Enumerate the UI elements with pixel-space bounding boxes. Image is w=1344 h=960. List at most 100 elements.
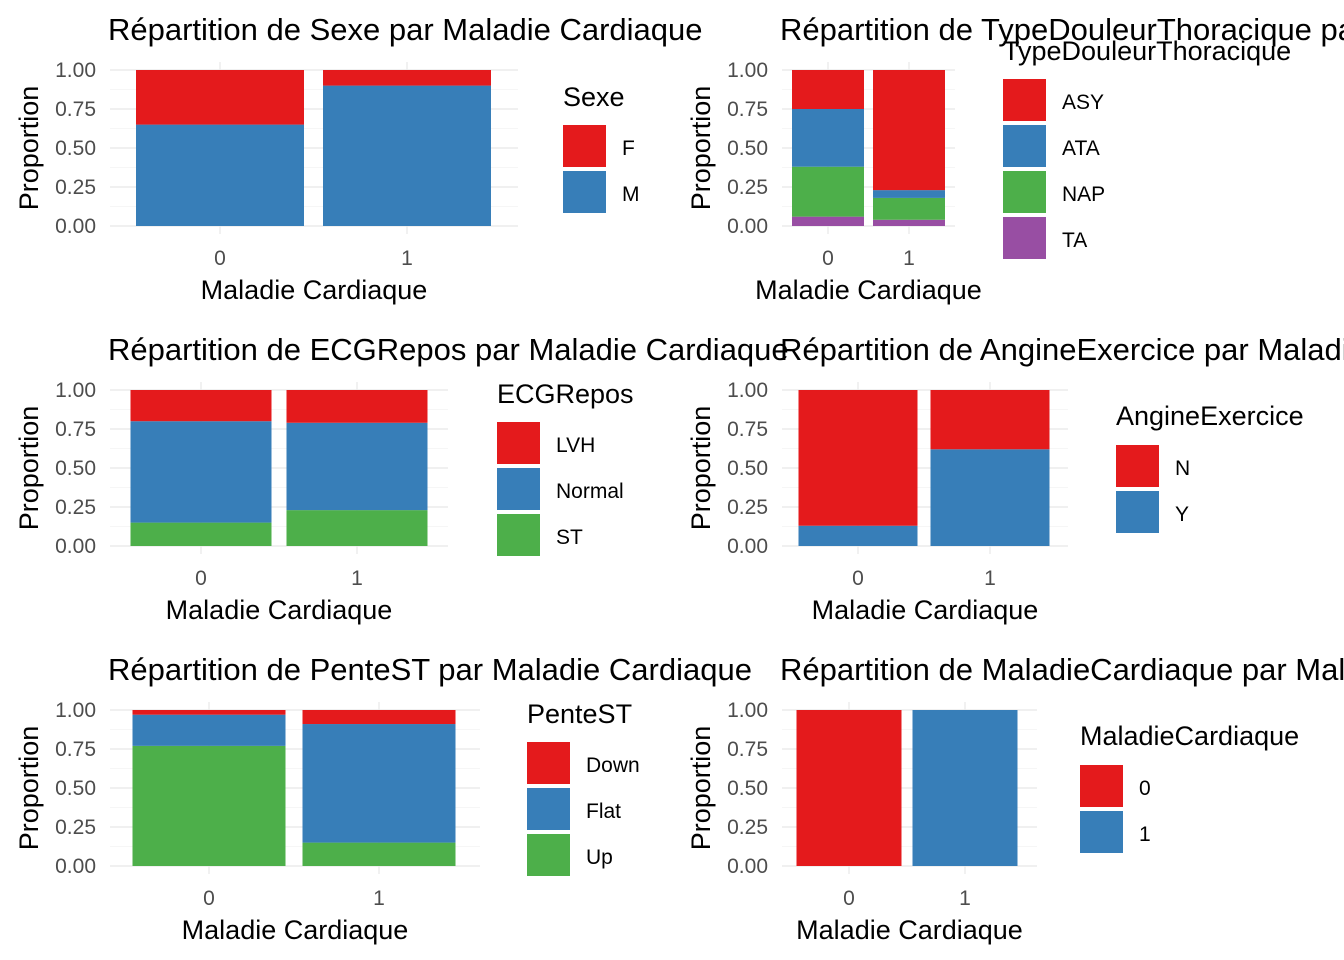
bar-segment-n-cat-1 — [930, 390, 1050, 450]
legend-label: N — [1175, 457, 1190, 480]
legend-label: F — [622, 137, 635, 160]
bar-segment-ata-cat-1 — [873, 190, 945, 198]
legend: Sexe FM — [563, 82, 640, 213]
bar-segment-normal-cat-1 — [286, 422, 428, 511]
bar-segment-m-cat-0 — [136, 124, 304, 226]
legend-label: ATA — [1062, 137, 1100, 160]
bar-segment-down-cat-0 — [132, 710, 286, 715]
bar-segment-y-cat-1 — [930, 449, 1050, 546]
y-tick-label: 0.75 — [55, 418, 96, 441]
legend-label: Flat — [586, 800, 621, 823]
bar-segment-f-cat-1 — [323, 70, 491, 86]
legend-key-normal — [497, 468, 540, 510]
legend-key-n — [1116, 445, 1159, 487]
legend: ECGRepos LVH Normal ST — [497, 379, 634, 556]
chart-panel-3: 0.00 0.25 0.50 0.75 1.00 0 1 Maladie Cardiaque P… — [14, 332, 789, 625]
legend-label: Y — [1175, 503, 1189, 526]
legend-label: TA — [1062, 229, 1087, 252]
x-tick-label: 1 — [373, 887, 385, 910]
chart-title: Répartition de PenteST par Maladie Cardi… — [108, 652, 752, 687]
y-tick-label: 0.75 — [727, 98, 768, 121]
bar-segment-normal-cat-0 — [130, 421, 272, 523]
bar-segment-0-cat-0 — [796, 710, 902, 866]
bar-segment-ta-cat-1 — [873, 219, 945, 226]
chart-panel-2: 0.00 0.25 0.50 0.75 1.00 0 1 Maladie Cardiaque P… — [686, 12, 1344, 305]
bar-segment-m-cat-1 — [323, 85, 491, 226]
legend: MaladieCardiaque 0 1 — [1080, 721, 1299, 853]
bar-segment-asy-cat-1 — [873, 70, 945, 191]
legend-key-flat — [527, 788, 570, 830]
legend-key-m — [563, 171, 606, 213]
y-tick-label: 0.50 — [55, 777, 96, 800]
bar-segment-lvh-cat-1 — [286, 390, 428, 423]
bar-segment-flat-cat-0 — [132, 714, 286, 746]
y-axis-title: Proportion — [14, 726, 44, 851]
x-tick-label: 1 — [351, 567, 363, 590]
x-tick-label: 1 — [959, 887, 971, 910]
x-axis-title: Maladie Cardiaque — [812, 595, 1039, 625]
legend-title: TypeDouleurThoracique — [1003, 36, 1291, 66]
chart-panel-5: 0.00 0.25 0.50 0.75 1.00 0 1 Maladie Cardiaque P… — [14, 652, 752, 945]
y-tick-label: 1.00 — [55, 379, 96, 402]
bar-segment-ata-cat-0 — [792, 109, 864, 167]
legend-title: MaladieCardiaque — [1080, 721, 1299, 751]
x-axis-title: Maladie Cardiaque — [755, 275, 982, 305]
legend-label: 1 — [1139, 823, 1151, 846]
bar-segment-f-cat-0 — [136, 70, 304, 125]
legend-key-ata — [1003, 125, 1046, 167]
y-tick-label: 1.00 — [727, 699, 768, 722]
chart-title: Répartition de AngineExercice par Maladi… — [780, 332, 1344, 367]
y-tick-label: 0.00 — [727, 215, 768, 238]
legend-key-down — [527, 742, 570, 784]
legend-label: Normal — [556, 480, 624, 503]
legend-label: LVH — [556, 434, 595, 457]
legend-key-lvh — [497, 422, 540, 464]
legend-key-up — [527, 834, 570, 876]
x-tick-label: 1 — [903, 247, 915, 270]
y-axis-title: Proportion — [14, 406, 44, 531]
y-tick-label: 0.25 — [55, 176, 96, 199]
y-tick-label: 1.00 — [55, 59, 96, 82]
y-tick-label: 0.25 — [55, 496, 96, 519]
bar-segment-nap-cat-1 — [873, 197, 945, 220]
legend-label: M — [622, 183, 640, 206]
y-axis-title: Proportion — [686, 726, 716, 851]
y-tick-label: 0.50 — [55, 457, 96, 480]
x-tick-label: 1 — [401, 247, 413, 270]
bar-segment-st-cat-0 — [130, 522, 272, 546]
x-tick-label: 0 — [822, 247, 834, 270]
bar-segment-up-cat-0 — [132, 745, 286, 866]
chart-title: Répartition de ECGRepos par Maladie Card… — [108, 332, 789, 367]
legend-key-ta — [1003, 217, 1046, 259]
y-tick-label: 0.00 — [55, 535, 96, 558]
x-axis-title: Maladie Cardiaque — [796, 915, 1023, 945]
y-tick-label: 0.75 — [55, 738, 96, 761]
bars — [792, 70, 945, 226]
x-axis-title: Maladie Cardiaque — [182, 915, 409, 945]
y-axis-title: Proportion — [686, 406, 716, 531]
y-tick-label: 0.00 — [727, 535, 768, 558]
legend: AngineExercice NY — [1116, 401, 1304, 533]
legend-title: AngineExercice — [1116, 401, 1304, 431]
y-tick-label: 0.25 — [55, 816, 96, 839]
y-tick-label: 0.00 — [727, 855, 768, 878]
bar-segment-ta-cat-0 — [792, 216, 864, 226]
x-tick-label: 0 — [214, 247, 226, 270]
y-tick-label: 0.00 — [55, 855, 96, 878]
chart-title: Répartition de TypeDouleurThoracique par… — [780, 12, 1344, 47]
chart-title: Répartition de Sexe par Maladie Cardiaqu… — [108, 12, 703, 47]
bar-segment-st-cat-1 — [286, 510, 428, 546]
bar-segment-nap-cat-0 — [792, 166, 864, 217]
bars — [796, 710, 1018, 866]
x-tick-label: 0 — [852, 567, 864, 590]
bar-segment-flat-cat-1 — [302, 724, 456, 843]
y-tick-label: 0.50 — [727, 137, 768, 160]
legend-label: Down — [586, 754, 640, 777]
legend: TypeDouleurThoracique ASY ATA NAP TA — [1003, 36, 1291, 259]
legend-label: Up — [586, 846, 613, 869]
y-tick-label: 0.75 — [727, 418, 768, 441]
x-tick-label: 1 — [984, 567, 996, 590]
x-tick-label: 0 — [843, 887, 855, 910]
legend-title: ECGRepos — [497, 379, 634, 409]
